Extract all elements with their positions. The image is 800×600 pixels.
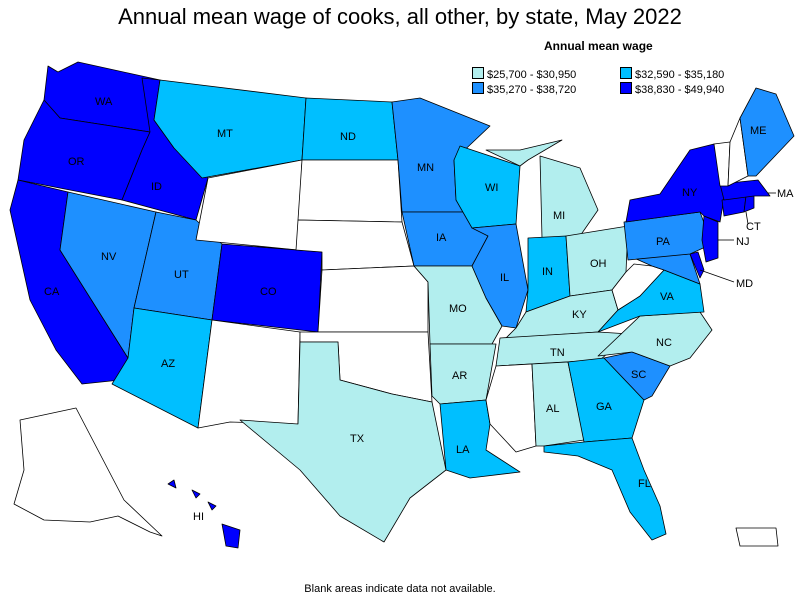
legend-item: $25,700 - $30,950: [472, 67, 576, 81]
label-nj: NJ: [736, 236, 749, 248]
label-sc: SC: [631, 369, 646, 381]
label-ga: GA: [596, 401, 613, 413]
state-pr[interactable]: [735, 527, 779, 547]
state-ak[interactable]: [13, 407, 163, 537]
label-mt: MT: [217, 128, 233, 140]
legend-swatch: [620, 67, 632, 79]
legend-item: $35,270 - $38,720: [472, 82, 576, 96]
state-sc[interactable]: [603, 351, 671, 401]
label-ut: UT: [174, 269, 189, 281]
label-tn: TN: [550, 347, 565, 359]
label-ct: CT: [746, 221, 761, 233]
label-in: IN: [542, 266, 553, 278]
state-tx[interactable]: [239, 341, 447, 543]
label-hi: HI: [193, 511, 204, 523]
label-il: IL: [500, 272, 509, 284]
label-pa: PA: [656, 236, 671, 248]
state-me[interactable]: [739, 87, 795, 177]
state-nj[interactable]: [701, 215, 719, 263]
state-de[interactable]: [689, 251, 705, 279]
label-va: VA: [660, 291, 675, 303]
label-md: MD: [736, 278, 753, 290]
state-nm[interactable]: [197, 319, 301, 429]
label-wa: WA: [95, 96, 113, 108]
state-labels: WA OR CA ID NV UT AZ MT CO ND TX MN IA M…: [44, 96, 794, 523]
state-il[interactable]: [471, 223, 529, 329]
label-az: AZ: [161, 358, 175, 370]
label-mo: MO: [449, 303, 467, 315]
map-title: Annual mean wage of cooks, all other, by…: [118, 4, 682, 29]
label-mn: MN: [417, 162, 434, 174]
state-ny[interactable]: [625, 143, 725, 223]
label-wi: WI: [485, 182, 498, 194]
label-nv: NV: [101, 251, 117, 263]
legend-label: $38,830 - $49,940: [635, 84, 725, 96]
legend-item: $32,590 - $35,180: [620, 67, 724, 81]
state-ri[interactable]: [743, 195, 755, 213]
legend-label: $35,270 - $38,720: [487, 84, 577, 96]
label-mi: MI: [553, 210, 565, 222]
state-sd[interactable]: [297, 159, 403, 223]
state-fl[interactable]: [543, 437, 667, 541]
label-tx: TX: [350, 433, 365, 445]
footnote: Blank areas indicate data not available.: [304, 583, 496, 595]
label-me: ME: [750, 125, 767, 137]
label-co: CO: [260, 286, 277, 298]
label-ny: NY: [682, 187, 698, 199]
legend-swatch: [472, 82, 484, 94]
label-oh: OH: [590, 258, 607, 270]
label-fl: FL: [638, 478, 651, 490]
legend-label: $32,590 - $35,180: [635, 69, 725, 81]
legend-label: $25,700 - $30,950: [487, 69, 577, 81]
legend-swatch: [472, 67, 484, 79]
state-ma[interactable]: [719, 179, 771, 201]
state-ms[interactable]: [485, 363, 537, 453]
state-ks[interactable]: [317, 265, 429, 333]
label-ma: MA: [777, 188, 794, 200]
legend-swatch: [620, 82, 632, 94]
label-al: AL: [546, 403, 559, 415]
state-mi[interactable]: [485, 139, 599, 239]
state-hi[interactable]: [167, 479, 241, 549]
label-ar: AR: [452, 370, 467, 382]
state-nd[interactable]: [301, 97, 399, 161]
label-ca: CA: [44, 286, 60, 298]
legend-item: $38,830 - $49,940: [620, 82, 724, 96]
label-ky: KY: [572, 309, 587, 321]
label-or: OR: [68, 156, 85, 168]
label-nc: NC: [656, 337, 672, 349]
state-ga[interactable]: [567, 357, 645, 443]
legend-title: Annual mean wage: [544, 39, 653, 53]
label-ia: IA: [436, 232, 447, 244]
label-id: ID: [151, 181, 162, 193]
state-al[interactable]: [531, 361, 585, 447]
label-la: LA: [456, 444, 470, 456]
label-nd: ND: [340, 131, 356, 143]
state-az[interactable]: [111, 307, 213, 429]
